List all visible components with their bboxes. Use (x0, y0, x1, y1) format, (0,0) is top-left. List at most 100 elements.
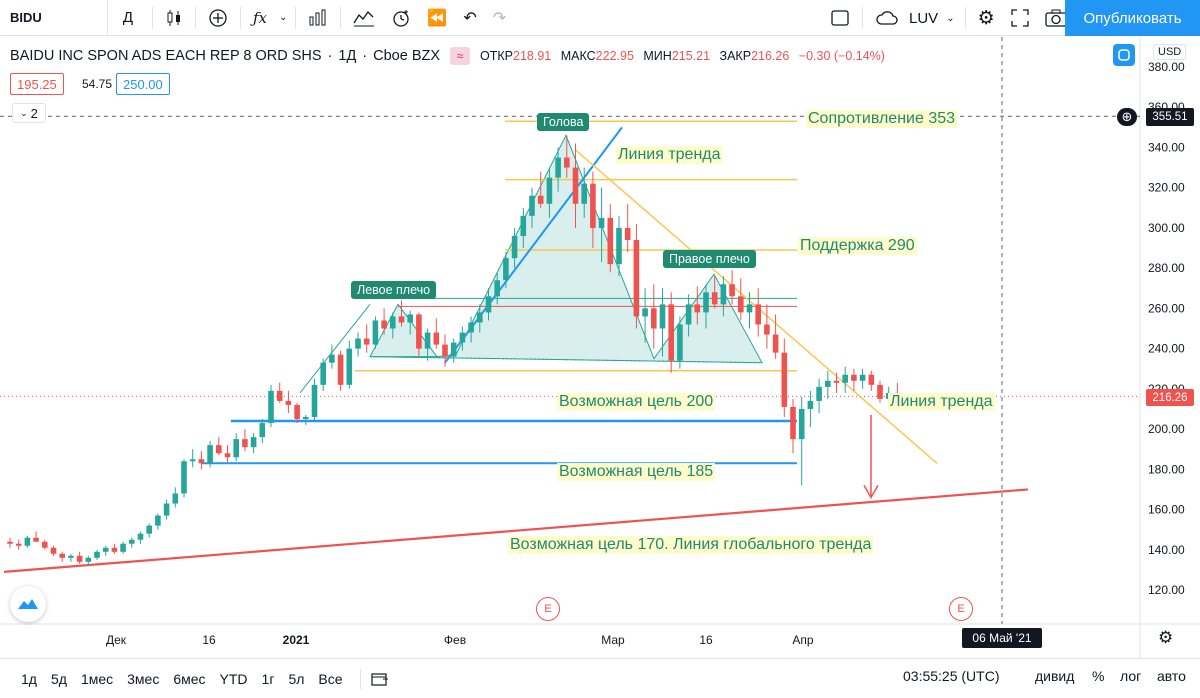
candle-body (564, 157, 570, 168)
candle-body (442, 344, 448, 357)
candle-body (520, 215, 527, 236)
target-185-label[interactable]: Возможная цель 185 (557, 463, 716, 481)
candle-body (485, 296, 492, 313)
resistance-label[interactable]: Сопротивление 353 (806, 110, 958, 128)
chart-area[interactable]: 380.00360.00340.00320.00300.00280.00260.… (0, 37, 1200, 658)
indicators-icon[interactable]: ƒx (253, 8, 268, 27)
axis-settings-gear-icon[interactable]: ⚙ (1158, 628, 1174, 647)
legend-ohlc: ОТКР218.91 МАКС222.95 МИН215.21 ЗАКР216.… (480, 49, 885, 63)
price-chart[interactable]: 380.00360.00340.00320.00300.00280.00260.… (0, 37, 1200, 658)
add-alert-icon[interactable]: ⊕ (1117, 108, 1137, 126)
head-label[interactable]: Голова (537, 113, 590, 131)
candle-body (433, 332, 440, 345)
percent-toggle[interactable]: % (1092, 668, 1105, 684)
candle-body (50, 547, 57, 554)
candle-body (677, 324, 683, 361)
timeframe-button[interactable]: 1мес (80, 670, 114, 687)
trend-line-label-2[interactable]: Линия тренда (888, 393, 995, 411)
price-tick-label: 380.00 (1148, 60, 1185, 74)
candle-body (555, 157, 561, 178)
dividends-toggle[interactable]: дивид (1035, 668, 1075, 684)
candle-body (102, 547, 109, 552)
candle-body (877, 384, 883, 399)
compare-icon[interactable] (345, 0, 383, 36)
chevron-down-icon[interactable]: ⌄ (946, 12, 955, 24)
publish-button[interactable]: Опубликовать (1065, 0, 1200, 36)
candle-body (720, 284, 727, 305)
log-toggle[interactable]: лог (1120, 668, 1142, 684)
logo-icon[interactable] (10, 586, 46, 622)
candle-body (320, 362, 326, 385)
target-arrow-head (863, 485, 879, 499)
fullscreen-icon[interactable] (1003, 0, 1037, 36)
candle-body (459, 332, 466, 343)
replay-icon[interactable]: ⏪ (427, 9, 448, 27)
candle-body (172, 493, 179, 504)
candle-body (668, 304, 674, 361)
price-tick-label: 200.00 (1148, 422, 1185, 436)
alert-icon[interactable] (383, 0, 419, 36)
timeframe-button[interactable]: 6мес (173, 670, 206, 687)
earnings-marker[interactable]: E (536, 597, 560, 621)
ask-price-box[interactable]: 250.00 (116, 73, 170, 95)
utc-time[interactable]: 03:55:25 (UTC) (903, 668, 1000, 684)
gear-icon[interactable]: ⚙ (977, 7, 995, 29)
add-indicator-icon[interactable] (200, 0, 236, 36)
goto-date-icon[interactable] (370, 671, 389, 687)
timeframe-button[interactable]: 1г (261, 670, 275, 687)
indicators-toggle[interactable]: ⌄ 2 (12, 103, 46, 123)
candle-body (746, 304, 753, 313)
financials-icon[interactable] (300, 0, 336, 36)
candle-body (163, 503, 170, 516)
candle-body (581, 183, 587, 204)
cloud-icon[interactable] (867, 0, 907, 36)
trend-line-label-1[interactable]: Линия тренда (616, 146, 723, 164)
candle-body (694, 304, 701, 313)
timeframe-button[interactable]: Все (318, 670, 343, 687)
timeframe-button[interactable]: 5д (50, 670, 67, 687)
candles-icon[interactable] (157, 0, 191, 36)
divider (359, 668, 361, 689)
chevron-down-icon[interactable]: ⌄ (279, 12, 288, 23)
timeframe-button[interactable]: 3мес (127, 670, 160, 687)
right-shoulder-label[interactable]: Правое плечо (663, 250, 756, 268)
price-tick-label: 140.00 (1148, 543, 1185, 557)
candle-body (851, 374, 857, 381)
fullscreen-layout-icon[interactable] (822, 0, 858, 36)
currency-label[interactable]: USD (1153, 44, 1187, 60)
left-shoulder-label[interactable]: Левое плечо (351, 281, 437, 299)
legend-dot: · (327, 48, 333, 64)
target-200-label[interactable]: Возможная цель 200 (557, 393, 716, 411)
indicator-count: 2 (30, 105, 38, 121)
auto-toggle[interactable]: авто (1157, 668, 1186, 684)
undo-icon[interactable]: ↶ (463, 9, 477, 27)
candle-body (207, 445, 213, 464)
bid-price-box[interactable]: 195.25 (10, 73, 64, 95)
target-170-label[interactable]: Возможная цель 170. Линия глобального тр… (508, 536, 874, 554)
interval-button[interactable]: Д (122, 9, 134, 26)
symbol-search[interactable]: BIDU (0, 0, 108, 36)
timeframe-button[interactable]: YTD (219, 670, 248, 687)
candle-body (224, 453, 231, 458)
candle-body (7, 541, 13, 544)
timeframe-button[interactable]: 1д (21, 670, 37, 687)
price-tick-label: 280.00 (1148, 261, 1185, 275)
candle-body (798, 408, 805, 440)
candle-body (494, 280, 500, 297)
divider (240, 6, 241, 29)
magnet-icon[interactable] (1113, 44, 1135, 66)
support-label[interactable]: Поддержка 290 (798, 237, 917, 255)
candle-body (146, 525, 152, 534)
candle-body (659, 304, 666, 329)
timeframe-button[interactable]: 5л (288, 670, 305, 687)
legend-status-icon[interactable]: ≈ (450, 47, 471, 65)
redo-icon[interactable]: ↷ (492, 9, 507, 27)
candle-body (572, 167, 579, 204)
earnings-marker[interactable]: E (949, 597, 973, 621)
candle-body (76, 555, 83, 562)
candle-body (233, 439, 239, 458)
candle-body (503, 258, 509, 281)
layout-name[interactable]: LUV (909, 9, 939, 27)
legend-title: BAIDU INC SPON ADS EACH REP 8 ORD SHS (10, 48, 322, 64)
neckline (369, 356, 763, 364)
